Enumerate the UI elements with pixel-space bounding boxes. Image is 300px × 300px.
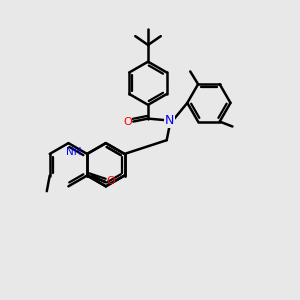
Text: NH: NH <box>66 147 81 157</box>
Text: O: O <box>123 116 132 127</box>
Text: N: N <box>165 114 174 127</box>
Text: O: O <box>106 176 115 186</box>
